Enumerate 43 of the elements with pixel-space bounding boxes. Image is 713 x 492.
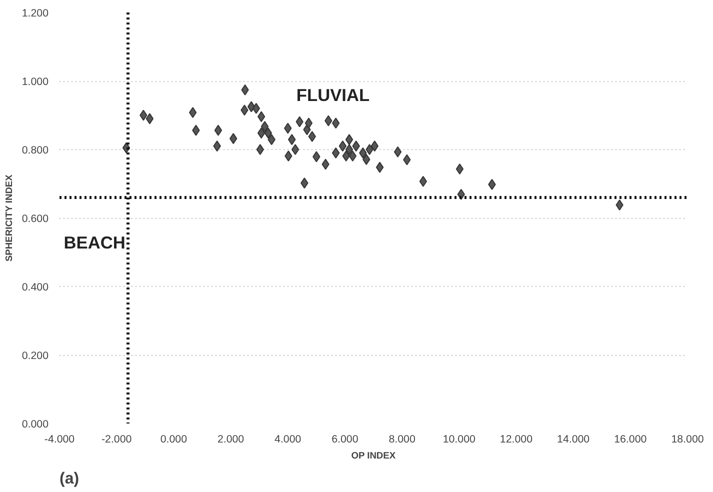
x-tick-label: 0.000	[160, 434, 188, 446]
point	[257, 111, 266, 122]
x-tick-label: 18.000	[671, 434, 704, 446]
point	[345, 144, 354, 155]
point	[291, 144, 300, 155]
point	[332, 147, 340, 158]
x-tick-label: 12.000	[500, 434, 533, 446]
point	[146, 113, 154, 124]
point	[332, 118, 340, 129]
point	[394, 146, 402, 158]
x-tick-label: 6.000	[332, 434, 358, 446]
y-axis-title: SPHERICITY INDEX	[4, 174, 14, 262]
point	[304, 118, 313, 129]
point	[456, 164, 464, 175]
annotation: BEACH	[64, 232, 126, 252]
y-tick-label: 0.000	[22, 418, 49, 430]
y-tick-label: 1.200	[22, 8, 49, 20]
x-tick-label: 14.000	[557, 434, 590, 446]
x-tick-label: -2.000	[101, 434, 132, 446]
point	[214, 124, 222, 136]
point	[345, 134, 354, 146]
y-tick-label: 0.600	[22, 213, 49, 225]
point	[376, 162, 384, 173]
y-tick-label: 0.200	[22, 350, 49, 362]
point	[256, 144, 264, 155]
point	[188, 107, 197, 118]
point	[260, 121, 269, 132]
x-tick-label: 4.000	[274, 434, 302, 446]
x-tick-label: 10.000	[442, 434, 476, 446]
point	[338, 140, 347, 152]
x-tick-label: 8.000	[388, 434, 416, 446]
point	[366, 144, 374, 155]
point	[257, 128, 266, 139]
x-tick-label: 2.000	[217, 434, 244, 446]
y-tick-label: 0.800	[22, 144, 49, 156]
x-tick-label: 16.000	[614, 434, 647, 446]
x-tick-label: -4.000	[44, 434, 75, 446]
point	[252, 102, 260, 114]
y-tick-label: 1.000	[22, 76, 49, 88]
x-axis-title: OP INDEX	[351, 450, 396, 460]
annotation: FLUVIAL	[296, 84, 370, 105]
y-tick-label: 0.400	[22, 282, 49, 294]
text: (a)	[60, 470, 80, 488]
